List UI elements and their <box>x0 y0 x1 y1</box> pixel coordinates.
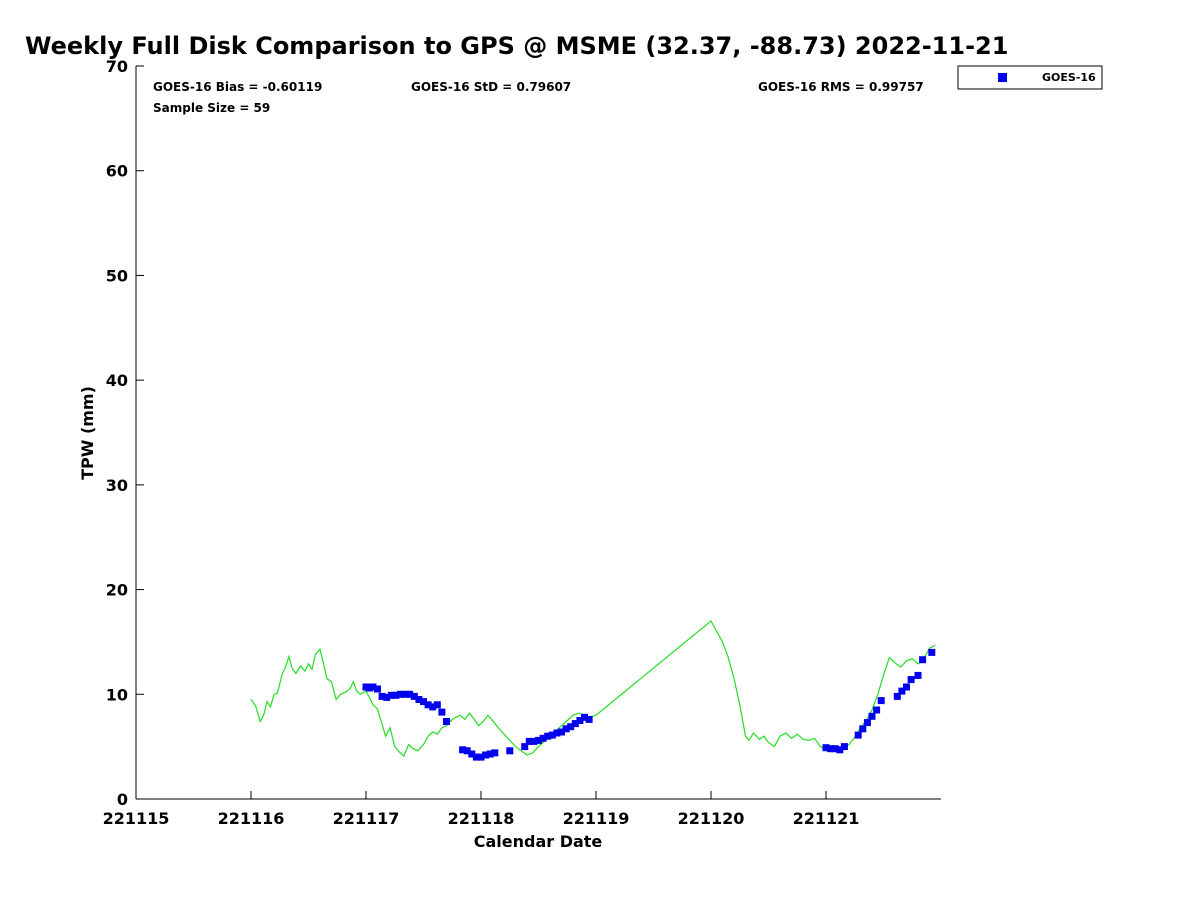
x-tick-label: 221120 <box>678 809 745 828</box>
y-ticks: 0 10 20 30 40 50 60 70 <box>106 57 144 809</box>
stat-std: GOES-16 StD = 0.79607 <box>411 80 571 94</box>
goes-data-point <box>576 717 584 724</box>
goes-data-point <box>928 648 936 656</box>
goes-data-point <box>914 671 922 679</box>
stat-bias: GOES-16 Bias = -0.60119 <box>153 80 322 94</box>
goes-data-point <box>406 690 414 698</box>
y-tick-label: 30 <box>106 476 128 495</box>
goes-data-point <box>387 691 395 699</box>
goes-data-point <box>548 731 556 739</box>
goes-data-point <box>859 725 867 733</box>
goes-series-points <box>362 648 936 761</box>
goes-data-point <box>472 753 480 761</box>
goes-data-point <box>433 701 441 709</box>
goes-data-point <box>392 691 400 699</box>
goes-data-point <box>401 690 409 698</box>
goes-data-point <box>539 734 547 742</box>
stat-sample-size: Sample Size = 59 <box>153 101 270 115</box>
goes-data-point <box>415 696 423 703</box>
goes-data-point <box>397 690 404 698</box>
y-tick-label: 10 <box>106 685 128 704</box>
goes-data-point <box>840 743 848 751</box>
goes-data-point <box>530 737 538 745</box>
x-tick-label: 221118 <box>448 809 515 828</box>
legend-marker-goes-16 <box>998 73 1007 82</box>
goes-data-point <box>383 693 391 701</box>
x-tick-label: 221119 <box>563 809 630 828</box>
chart-title: Weekly Full Disk Comparison to GPS @ MSM… <box>25 32 1008 60</box>
goes-data-point <box>562 725 570 733</box>
plot-area <box>136 66 941 799</box>
x-tick-label: 221115 <box>103 809 170 828</box>
x-axis-label: Calendar Date <box>474 832 603 851</box>
goes-data-point <box>893 692 901 700</box>
goes-data-point <box>903 683 910 691</box>
goes-data-point <box>477 753 485 761</box>
goes-data-point <box>558 728 565 736</box>
goes-data-point <box>486 750 494 758</box>
goes-data-point <box>863 719 871 727</box>
legend-box <box>957 65 1103 90</box>
goes-data-point <box>868 712 876 720</box>
goes-data-point <box>420 698 427 706</box>
goes-data-point <box>378 692 386 700</box>
stat-rms: GOES-16 RMS = 0.99757 <box>758 80 924 94</box>
goes-data-point <box>525 737 533 745</box>
goes-data-point <box>898 687 906 695</box>
y-axis-label: TPW (mm) <box>78 386 97 480</box>
legend: GOES-16 <box>957 65 1103 90</box>
goes-data-point <box>491 749 499 757</box>
y-tick-label: 50 <box>106 266 128 285</box>
goes-data-point <box>585 715 593 723</box>
goes-data-point <box>424 701 432 709</box>
y-tick-label: 70 <box>106 57 128 76</box>
goes-data-point <box>535 736 542 744</box>
goes-data-point <box>374 685 381 693</box>
goes-data-point <box>581 713 588 721</box>
x-tick-label: 221121 <box>793 809 860 828</box>
goes-data-point <box>553 729 561 737</box>
goes-data-point <box>822 744 830 752</box>
goes-data-point <box>506 747 514 755</box>
goes-data-point <box>468 750 476 758</box>
x-ticks: 221115 221116 221117 221118 221119 221120 2211… <box>103 791 860 828</box>
goes-data-point <box>919 656 927 664</box>
goes-data-point <box>873 706 881 714</box>
y-tick-label: 20 <box>106 581 128 600</box>
gps-series-line <box>250 620 936 758</box>
goes-data-point <box>877 697 885 705</box>
goes-data-point <box>854 731 862 739</box>
goes-data-point <box>544 732 552 740</box>
goes-data-point <box>463 747 471 755</box>
goes-data-point <box>443 718 450 725</box>
goes-data-point <box>827 745 835 753</box>
y-tick-label: 0 <box>117 790 128 809</box>
goes-data-point <box>521 743 529 751</box>
goes-data-point <box>429 703 437 711</box>
goes-data-point <box>482 751 490 759</box>
goes-data-point <box>459 746 467 754</box>
y-tick-label: 40 <box>106 371 128 390</box>
legend-label-goes-16: GOES-16 <box>1042 71 1096 84</box>
x-tick-label: 221116 <box>218 809 285 828</box>
x-tick-label: 221117 <box>333 809 400 828</box>
goes-data-point <box>438 708 446 716</box>
goes-data-point <box>571 720 579 728</box>
goes-data-point <box>567 723 575 731</box>
goes-data-point <box>831 745 839 753</box>
y-tick-label: 60 <box>106 162 128 181</box>
goes-data-point <box>836 746 844 754</box>
goes-data-point <box>369 683 377 691</box>
goes-data-point <box>907 676 915 684</box>
goes-data-point <box>410 692 418 700</box>
